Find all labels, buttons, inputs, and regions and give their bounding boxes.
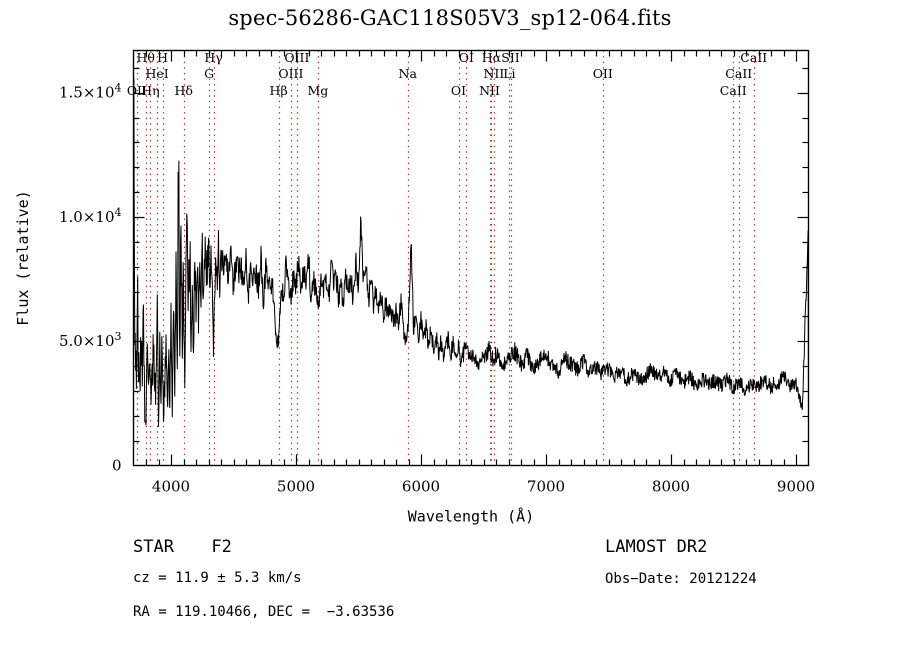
flux-curve (133, 77, 809, 428)
survey-label: LAMOST DR2 (605, 537, 708, 557)
line-label: Na (399, 66, 418, 81)
line-label: G (204, 66, 214, 81)
y-tick-label: 5.0×103 (59, 330, 122, 350)
line-label: Hθ (137, 50, 155, 65)
line-label: CaII (720, 83, 747, 98)
cz-value: cz = 11.9 ± 5.3 km/s (133, 570, 302, 586)
line-label: Hβ (270, 83, 288, 98)
x-tick-label: 5000 (277, 478, 315, 496)
x-tick-label: 7000 (527, 478, 565, 496)
x-axis-title: Wavelength (Å) (408, 507, 534, 526)
line-label: CaII (725, 66, 752, 81)
y-tick-label: 0 (112, 457, 122, 475)
line-label: OIII (284, 50, 309, 65)
line-label: Li (503, 66, 515, 81)
x-tick-label: 6000 (402, 478, 440, 496)
line-label: OI (451, 83, 466, 98)
line-label: HeI (146, 66, 169, 81)
line-label: OII (127, 83, 147, 98)
y-axis-title: Flux (relative) (14, 190, 32, 325)
coordinates-value: RA = 119.10466, DEC = −3.63536 (133, 604, 395, 620)
x-axis-ticks: 4000 5000 6000 7000 8000 9000 (145, 50, 815, 496)
line-label: Hγ (204, 50, 222, 65)
line-label: Hδ (175, 83, 193, 98)
line-label: NII (479, 83, 500, 98)
spectrum-trace (133, 77, 809, 428)
page-title: spec-56286-GAC118S05V3_sp12-064.fits (228, 6, 672, 30)
line-label: SII (501, 50, 520, 65)
line-label: OIII (278, 66, 303, 81)
x-tick-label: 9000 (777, 478, 815, 496)
line-label-texts: OIIHθHηHeIHHδHγGHβOIIIOIIIMgNaOIOINIIHαN… (127, 50, 767, 98)
plot-frame (132, 49, 810, 467)
y-axis-ticks: 0 5.0×103 1.0×104 1.5×104 (59, 67, 809, 475)
line-label: Hα (482, 50, 502, 65)
line-label: CaII (740, 50, 767, 65)
line-label: Hη (141, 83, 159, 98)
line-label: OI (459, 50, 474, 65)
line-label: NII (483, 66, 504, 81)
line-label: OII (593, 66, 613, 81)
object-type-label: STAR F2 (133, 537, 232, 557)
obs-date-label: Obs−Date: 20121224 (605, 571, 757, 587)
line-label: Mg (307, 83, 328, 98)
line-label: H (157, 50, 168, 65)
axis-titles: Wavelength (Å) Flux (relative) (14, 190, 534, 525)
y-tick-label: 1.5×104 (59, 82, 122, 102)
x-tick-label: 4000 (152, 478, 190, 496)
x-tick-label: 8000 (652, 478, 690, 496)
y-tick-label: 1.0×104 (59, 206, 122, 226)
